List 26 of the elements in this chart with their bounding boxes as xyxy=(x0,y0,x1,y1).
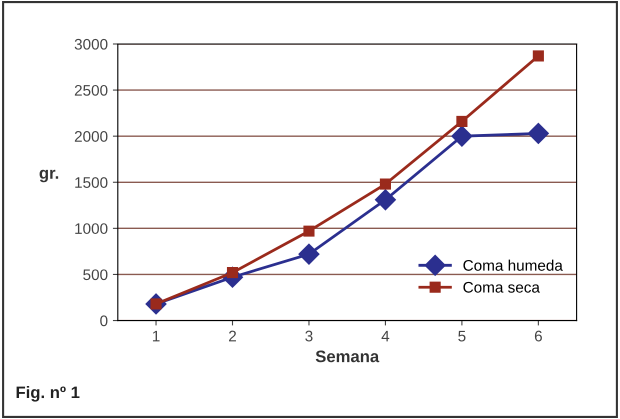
point xyxy=(374,189,396,210)
x-tick-label: 4 xyxy=(382,330,390,342)
x-axis-title: Semana xyxy=(316,350,380,362)
legend-label: Coma humeda xyxy=(463,260,563,271)
x-tick-label: 6 xyxy=(534,330,542,342)
point xyxy=(380,178,391,190)
y-tick-label: 2500 xyxy=(74,84,108,96)
point xyxy=(528,122,549,144)
x-tick-label: 1 xyxy=(152,330,160,342)
y-tick-label: 3000 xyxy=(74,38,108,50)
y-tick-label: 0 xyxy=(100,315,108,326)
y-axis-title: gr. xyxy=(40,170,58,182)
point xyxy=(532,50,544,62)
point xyxy=(451,126,472,147)
legend-label: Coma seca xyxy=(463,282,540,293)
point xyxy=(298,244,320,265)
y-tick-label: 500 xyxy=(83,269,108,280)
point xyxy=(303,226,315,237)
x-tick-label: 5 xyxy=(458,330,466,342)
y-tick-label: 1000 xyxy=(75,223,108,234)
text: Fig. nº 1 xyxy=(16,386,80,402)
y-tick-label: 1500 xyxy=(75,177,108,188)
x-tick-label: 2 xyxy=(229,330,236,342)
x-tick-label: 3 xyxy=(305,330,313,342)
point xyxy=(456,116,468,127)
y-tick-label: 2000 xyxy=(74,131,108,142)
